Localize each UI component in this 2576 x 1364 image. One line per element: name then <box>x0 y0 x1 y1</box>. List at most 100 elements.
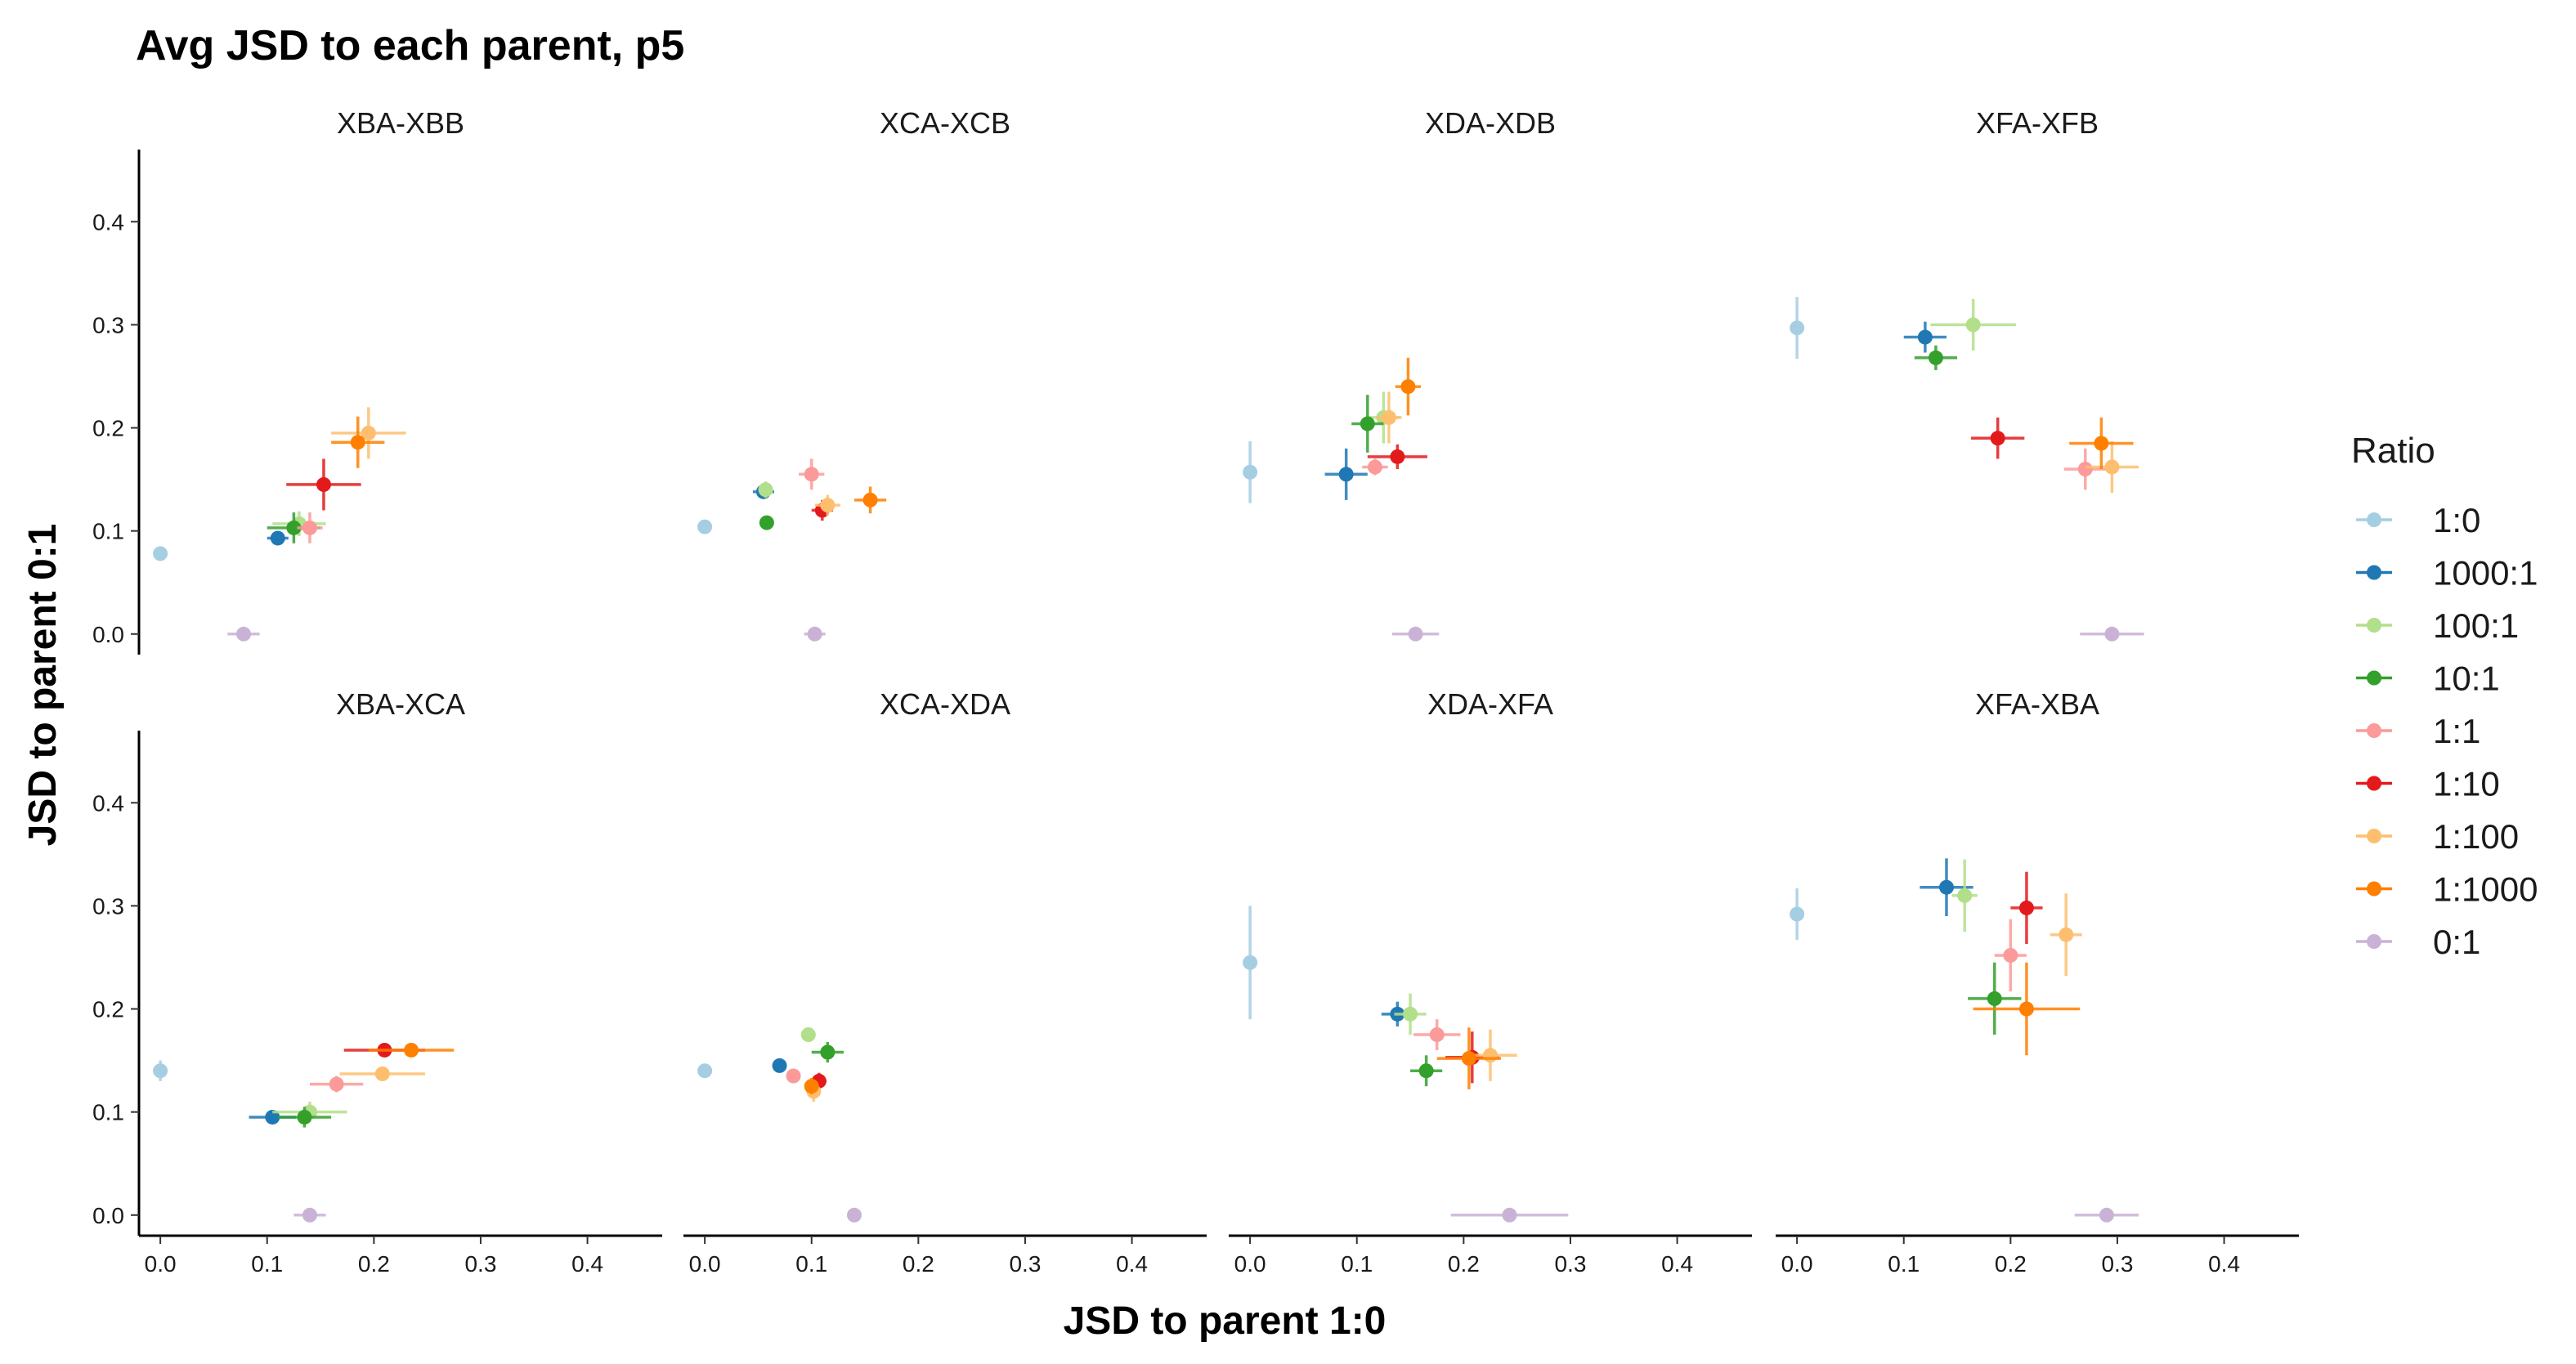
point-marker <box>374 1066 390 1081</box>
point-marker <box>804 1079 819 1094</box>
y-tick-label: 0.2 <box>92 997 124 1022</box>
data-point-10-1 <box>1351 395 1384 453</box>
panel-xda-xfa: XDA-XFA 0.0 0.1 0.2 0.3 0.4 <box>1229 687 1752 1277</box>
point-marker <box>297 1109 312 1125</box>
legend-entry: 1000:1 <box>2356 554 2538 593</box>
facet-label: XBA-XBB <box>337 106 464 140</box>
point-marker <box>153 1063 168 1079</box>
data-point-10-1 <box>759 515 774 530</box>
point-marker <box>1243 955 1258 970</box>
data-point-1-1000 <box>1973 962 2081 1056</box>
x-tick-label: 0.2 <box>358 1251 390 1277</box>
x-tick-label: 0.3 <box>1554 1251 1586 1277</box>
point-marker <box>1390 449 1405 464</box>
y-tick-label: 0.0 <box>92 622 124 647</box>
y-tick-label: 0.1 <box>92 519 124 544</box>
point-marker <box>2059 927 2074 942</box>
point-marker <box>697 1063 713 1079</box>
legend-key-marker <box>2367 723 2381 738</box>
point-marker <box>1483 1048 1498 1063</box>
point-marker <box>1381 409 1396 425</box>
x-tick-label: 0.4 <box>2208 1251 2240 1277</box>
point-marker <box>404 1042 419 1058</box>
data-point-0-1 <box>1450 1207 1569 1223</box>
y-tick-label: 0.3 <box>92 312 124 338</box>
panel-xfa-xba: XFA-XBA 0.0 0.1 0.2 0.3 0.4 <box>1776 687 2299 1277</box>
data-point-1-1000 <box>853 486 887 514</box>
x-tick-label: 0.4 <box>571 1251 603 1277</box>
legend-entry: 0:1 <box>2356 923 2480 961</box>
data-point-0-1 <box>804 626 826 642</box>
data-point-1-1 <box>2063 448 2107 490</box>
point-marker <box>1360 416 1375 432</box>
facet-label: XCA-XDA <box>880 687 1010 721</box>
data-point-100-1 <box>1951 859 1978 932</box>
legend-entry: 1:1 <box>2356 712 2480 750</box>
data-point-1-10 <box>1367 444 1427 469</box>
y-axis-title: JSD to parent 0:1 <box>21 524 65 847</box>
legend-label: 1:1 <box>2433 712 2480 750</box>
data-point-1-0 <box>697 1063 713 1079</box>
point-marker <box>820 498 836 513</box>
point-marker <box>1418 1063 1434 1079</box>
legend-entry: 1:10 <box>2356 765 2500 803</box>
point-marker <box>2018 900 2034 915</box>
data-point-1-1 <box>1994 919 2027 992</box>
point-marker <box>1917 329 1933 345</box>
panel-xca-xcb: XCA-XCB <box>697 106 1010 642</box>
point-marker <box>265 1109 280 1125</box>
y-tick-label: 0.2 <box>92 416 124 441</box>
data-point-1-0 <box>1243 441 1258 503</box>
data-point-1000-1 <box>1903 321 1947 353</box>
x-tick-label: 0.1 <box>1888 1251 1920 1277</box>
data-point-1-0 <box>697 519 713 534</box>
x-tick-label: 0.2 <box>1448 1251 1480 1277</box>
legend-label: 1:0 <box>2433 501 2480 539</box>
legend-key-marker <box>2367 618 2381 633</box>
data-point-0-1 <box>293 1207 326 1223</box>
legend-label: 1000:1 <box>2433 554 2538 593</box>
legend-key-marker <box>2367 512 2381 527</box>
data-point-1-1 <box>297 512 323 543</box>
legend-label: 1:1000 <box>2433 870 2538 909</box>
facet-label: XCA-XCB <box>880 106 1010 140</box>
data-point-100-1 <box>758 481 773 499</box>
y-tick-label: 0.3 <box>92 893 124 919</box>
legend-key-marker <box>2367 670 2381 686</box>
point-marker <box>302 520 317 535</box>
data-point-1-10 <box>1971 417 2025 459</box>
data-point-0-1 <box>2074 1207 2139 1223</box>
point-marker <box>697 519 713 534</box>
data-point-10-1 <box>1410 1055 1443 1087</box>
data-point-1-100 <box>331 407 406 459</box>
y-tick-label: 0.4 <box>92 209 124 235</box>
x-tick-label: 0.4 <box>1116 1251 1148 1277</box>
data-point-1000-1 <box>1324 448 1368 500</box>
point-marker <box>1928 350 1943 365</box>
x-tick-label: 0.0 <box>689 1251 721 1277</box>
data-point-1-0 <box>153 546 168 561</box>
legend-key-marker <box>2367 565 2381 580</box>
data-point-1-1000 <box>2069 417 2134 469</box>
point-marker <box>2104 626 2120 642</box>
data-point-1-1 <box>799 458 825 490</box>
data-point-0-1 <box>1391 626 1440 642</box>
data-point-0-1 <box>846 1207 862 1223</box>
point-marker <box>302 1207 317 1223</box>
point-marker <box>807 626 822 642</box>
data-point-10-1 <box>1914 345 1958 370</box>
data-point-1-100 <box>2050 893 2082 977</box>
data-point-1-100 <box>814 494 840 516</box>
data-point-10-1 <box>1968 962 2022 1035</box>
x-tick-label: 0.0 <box>1234 1251 1266 1277</box>
point-marker <box>800 1027 816 1043</box>
point-marker <box>329 1076 344 1092</box>
legend-key-marker <box>2367 776 2381 791</box>
legend-label: 0:1 <box>2433 923 2480 961</box>
data-point-1-1000 <box>804 1078 819 1095</box>
x-tick-label: 0.1 <box>251 1251 283 1277</box>
panel-xca-xda: XCA-XDA 0.0 0.1 0.2 0.3 0.4 <box>683 687 1207 1277</box>
legend-key-marker <box>2367 829 2381 843</box>
point-marker <box>1502 1207 1517 1223</box>
